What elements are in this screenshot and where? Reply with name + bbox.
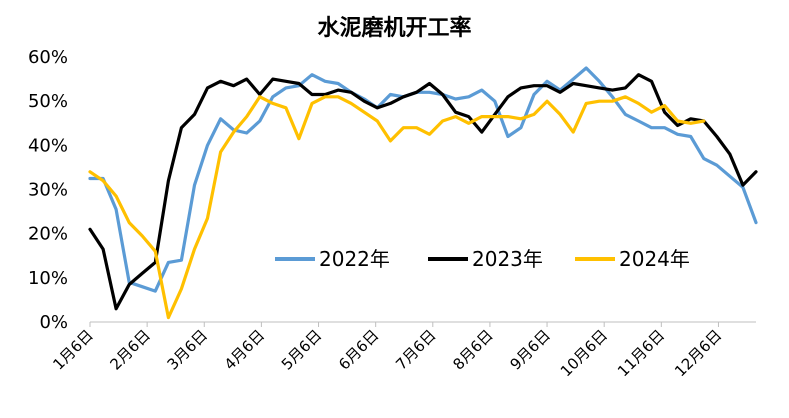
x-tick-label: 9月6日 — [506, 326, 553, 373]
x-tick-label: 4月6日 — [221, 326, 268, 373]
series-line-1 — [88, 73, 758, 311]
x-tick-label: 5月6日 — [278, 326, 325, 373]
x-tick-label: 7月6日 — [392, 326, 439, 373]
y-tick-label: 0% — [39, 312, 68, 333]
y-tick-label: 10% — [28, 268, 68, 289]
y-tick-label: 40% — [28, 135, 68, 156]
series-line-2 — [88, 95, 706, 320]
series-line-0 — [88, 66, 758, 293]
y-tick-label: 60% — [28, 47, 68, 68]
x-tick-label: 11月6日 — [614, 326, 668, 380]
x-tick-label: 2月6日 — [107, 326, 154, 373]
legend-label-1: 2023年 — [472, 247, 543, 271]
x-tick-label: 6月6日 — [335, 326, 382, 373]
chart-title: 水泥磨机开工率 — [317, 16, 472, 41]
y-tick-label: 20% — [28, 224, 68, 245]
x-tick-label: 8月6日 — [449, 326, 496, 373]
x-tick-label: 12月6日 — [671, 326, 725, 380]
legend-label-0: 2022年 — [319, 247, 390, 271]
y-tick-label: 50% — [28, 91, 68, 112]
x-tick-label: 10月6日 — [557, 326, 611, 380]
y-tick-label: 30% — [28, 180, 68, 201]
x-tick-label: 1月6日 — [49, 326, 96, 373]
legend-label-2: 2024年 — [619, 247, 690, 271]
x-tick-label: 3月6日 — [164, 326, 211, 373]
